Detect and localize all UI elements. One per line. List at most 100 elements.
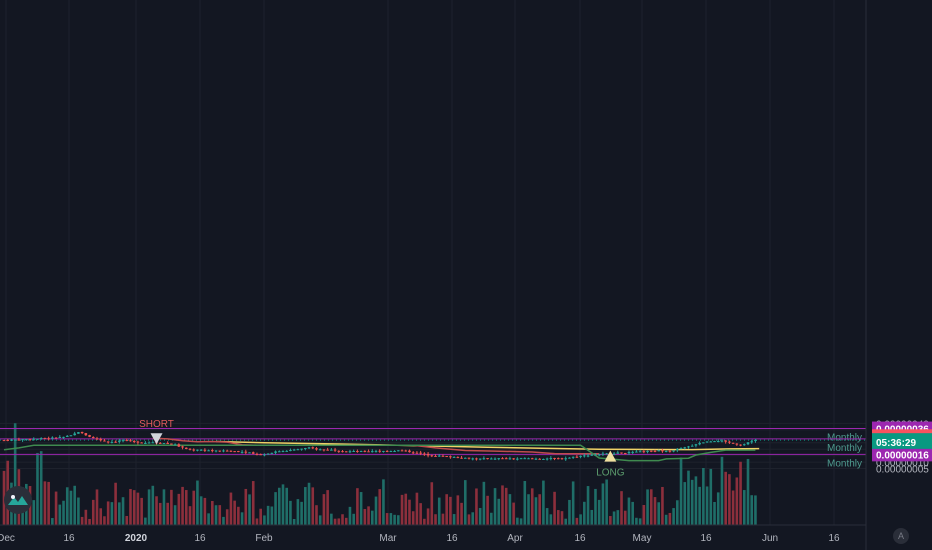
volume-bar	[743, 490, 746, 525]
candle-body	[207, 450, 210, 451]
candle-body	[233, 451, 236, 452]
volume-bar	[672, 508, 675, 525]
volume-bar	[207, 513, 210, 525]
candle-body	[137, 442, 140, 443]
candle-body	[431, 455, 434, 456]
candle-body	[323, 449, 326, 450]
volume-bar	[211, 501, 214, 525]
candle-body	[148, 443, 151, 444]
volume-bar	[527, 494, 530, 525]
candle-body	[546, 459, 549, 460]
candle-body	[550, 458, 553, 459]
candle-body	[129, 440, 132, 441]
candle-body	[434, 456, 437, 457]
x-tick-label: Feb	[255, 533, 273, 544]
candle-body	[397, 450, 400, 451]
candle-body	[196, 450, 199, 451]
volume-bar	[32, 500, 35, 525]
candle-body	[419, 453, 422, 454]
long-signal-label: LONG	[596, 468, 625, 479]
price-badges: 0.000000360.000000280.000000160.00000030…	[872, 422, 932, 462]
x-tick-label: May	[633, 533, 652, 544]
candle-body	[687, 446, 690, 447]
candle-body	[587, 456, 590, 457]
volume-bar	[438, 498, 441, 525]
candle-body	[754, 440, 757, 441]
x-tick-label: Apr	[507, 533, 523, 544]
x-tick-label: Jun	[762, 533, 778, 544]
x-tick-label: 16	[446, 533, 458, 544]
candle-body	[460, 458, 463, 459]
candle-body	[211, 450, 214, 451]
volume-bar	[397, 515, 400, 525]
candle-body	[111, 442, 114, 443]
candle-body	[163, 443, 166, 444]
candle-body	[427, 454, 430, 456]
candle-body	[204, 450, 207, 451]
candle-body	[657, 450, 660, 451]
volume-bar	[449, 497, 452, 525]
volume-bar	[695, 476, 698, 525]
candle-body	[750, 441, 753, 442]
candle-body	[29, 439, 32, 440]
candle-body	[486, 458, 489, 459]
volume-bar	[271, 507, 274, 525]
candle-body	[237, 451, 240, 452]
candle-body	[412, 452, 415, 453]
volume-bar	[479, 508, 482, 525]
candle-body	[527, 458, 530, 459]
volume-bar	[55, 492, 58, 525]
x-tick-label: Mar	[379, 533, 397, 544]
volume-bar	[114, 483, 117, 525]
volume-bar	[252, 481, 255, 525]
candle-body	[364, 451, 367, 452]
candle-body	[602, 454, 605, 455]
volume-bar	[453, 514, 456, 525]
volume-bar	[233, 501, 236, 525]
volume-bar	[315, 505, 318, 525]
candle-body	[471, 458, 474, 459]
candle-body	[438, 456, 441, 457]
auto-scale-button[interactable]: A	[893, 528, 909, 544]
candle-body	[717, 441, 720, 442]
candle-body	[166, 443, 169, 444]
volume-bar	[639, 518, 642, 525]
logo-icon[interactable]	[4, 486, 32, 514]
volume-bar	[300, 502, 303, 525]
volume-bar	[509, 494, 512, 525]
volume-bar	[427, 508, 430, 525]
candle-body	[133, 441, 136, 442]
volume-bar	[550, 514, 553, 525]
candle-body	[561, 458, 564, 459]
candle-body	[170, 443, 173, 444]
candle-body	[352, 451, 355, 452]
volume-bar	[289, 501, 292, 525]
candle-body	[62, 437, 65, 438]
volume-bar	[434, 514, 437, 525]
candle-body	[710, 441, 713, 442]
candle-body	[512, 458, 515, 459]
volume-bar	[657, 502, 660, 525]
candle-body	[300, 449, 303, 450]
candle-body	[282, 451, 285, 452]
candle-body	[185, 448, 188, 449]
volume-bar	[311, 487, 314, 525]
candle-body	[77, 432, 80, 434]
candle-body	[453, 457, 456, 458]
volume-bar	[386, 513, 389, 525]
volume-bar	[241, 512, 244, 525]
candle-body	[311, 447, 314, 448]
volume-bar	[754, 495, 757, 525]
volume-bar	[576, 518, 579, 525]
candle-body	[457, 457, 460, 458]
candle-body	[241, 452, 244, 453]
candle-body	[676, 449, 679, 450]
candle-body	[21, 439, 24, 440]
volume-bar	[750, 495, 753, 525]
volume-bar	[125, 516, 128, 525]
candle-body	[639, 451, 642, 452]
candle-body	[423, 454, 426, 455]
candle-body	[445, 456, 448, 457]
